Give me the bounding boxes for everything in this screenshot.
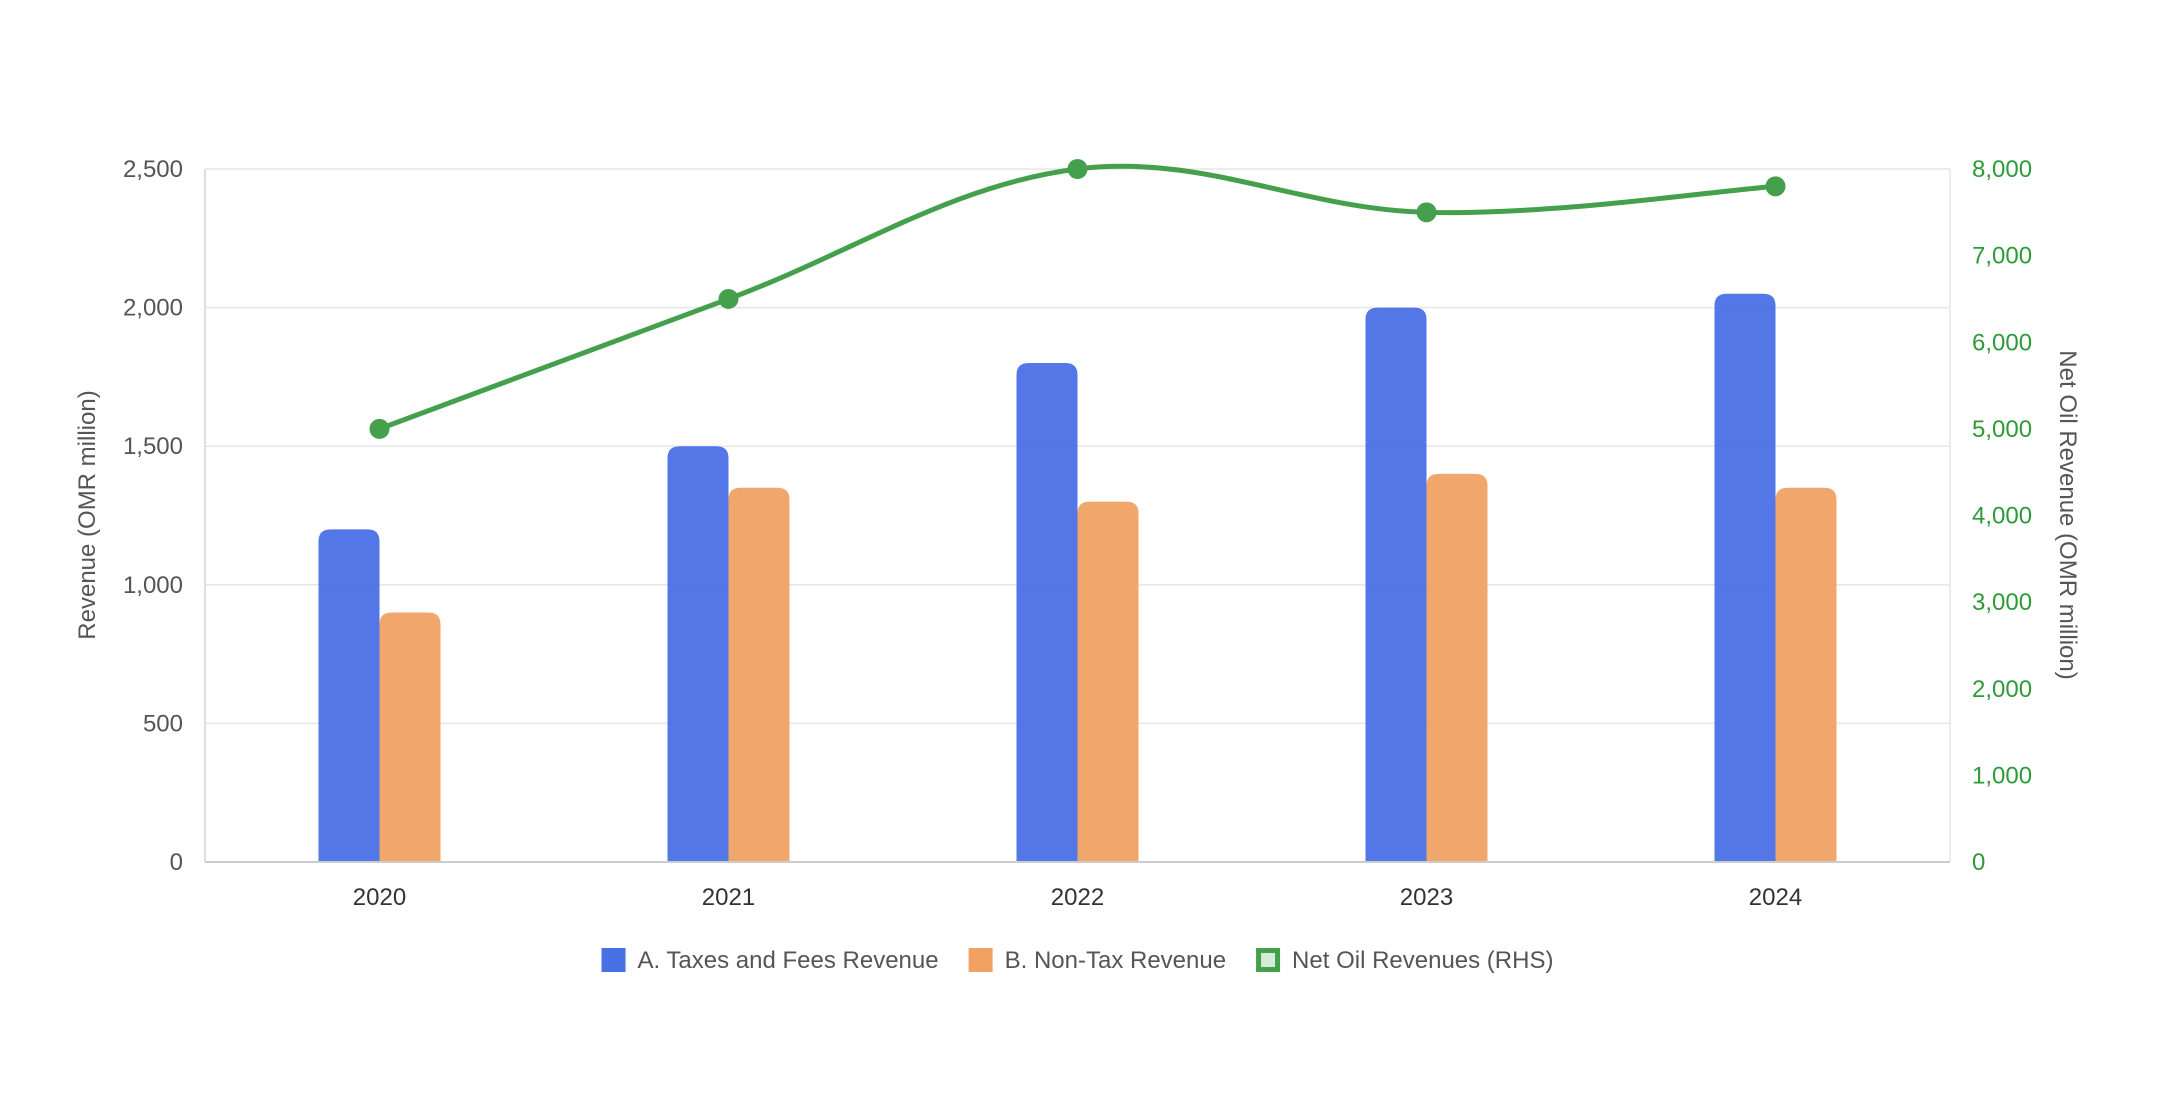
bar-series xyxy=(318,293,1837,863)
legend-label: A. Taxes and Fees Revenue xyxy=(638,947,939,974)
line-point xyxy=(1416,202,1437,223)
legend-swatch xyxy=(1256,948,1281,972)
line-point xyxy=(369,418,390,439)
bar xyxy=(1077,501,1139,862)
y2-tick-label: 6,000 xyxy=(1972,329,2032,356)
x-tick-label: 2022 xyxy=(1051,884,1104,911)
y2-tick-label: 1,000 xyxy=(1972,762,2032,789)
line-series xyxy=(369,159,1786,439)
y-tick-label: 1,500 xyxy=(123,433,183,460)
line-point xyxy=(718,288,739,309)
legend-label: Net Oil Revenues (RHS) xyxy=(1292,947,1553,974)
bar xyxy=(728,487,790,862)
y-tick-label: 500 xyxy=(143,710,183,737)
legend-swatch xyxy=(968,948,993,972)
bar xyxy=(1365,307,1427,863)
legend-swatch xyxy=(601,948,626,972)
legend-item: B. Non-Tax Revenue xyxy=(968,947,1226,974)
line-point xyxy=(1067,159,1088,179)
bar xyxy=(379,612,441,862)
legend-label: B. Non-Tax Revenue xyxy=(1005,947,1226,974)
y2-tick-label: 5,000 xyxy=(1972,416,2032,443)
bar xyxy=(1016,363,1078,862)
y2-tick-label: 7,000 xyxy=(1972,243,2032,270)
y2-tick-label: 8,000 xyxy=(1972,156,2032,183)
x-tick-label: 2024 xyxy=(1749,884,1802,911)
x-tick-label: 2020 xyxy=(353,884,406,911)
bar xyxy=(318,529,380,862)
y2-tick-label: 0 xyxy=(1972,849,1985,876)
y2-tick-label: 4,000 xyxy=(1972,503,2032,530)
x-tick-label: 2021 xyxy=(702,884,755,911)
y-axis-title: Revenue (OMR million) xyxy=(74,390,101,639)
axes: 0 500 1,000 1,500 2,000 2,500 0 1,000 2,000 3,000… xyxy=(123,156,2032,911)
y-tick-label: 2,000 xyxy=(123,295,183,322)
legend: A. Taxes and Fees Revenue B. Non-Tax Reve… xyxy=(601,947,1553,974)
bar xyxy=(1426,473,1488,862)
bar xyxy=(1714,293,1776,862)
y-tick-label: 0 xyxy=(170,849,183,876)
bar xyxy=(1775,487,1837,862)
y2-tick-label: 2,000 xyxy=(1972,676,2032,703)
y-tick-label: 1,000 xyxy=(123,572,183,599)
y2-tick-label: 3,000 xyxy=(1972,589,2032,616)
y-tick-label: 2,500 xyxy=(123,156,183,183)
legend-item: Net Oil Revenues (RHS) xyxy=(1256,947,1553,974)
y2-axis-title: Net Oil Revenue (OMR million) xyxy=(2054,350,2081,679)
bar xyxy=(667,446,729,862)
legend-item: A. Taxes and Fees Revenue xyxy=(601,947,939,974)
line-point xyxy=(1765,176,1786,197)
x-tick-label: 2023 xyxy=(1400,884,1453,911)
